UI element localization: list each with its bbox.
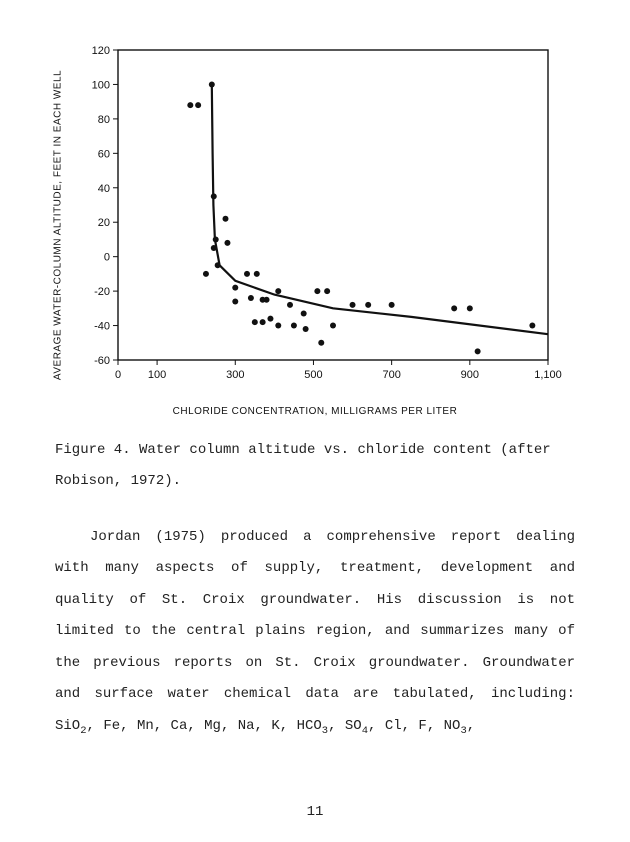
svg-text:80: 80 bbox=[97, 114, 109, 126]
y-axis-label: AVERAGE WATER-COLUMN ALTITUDE, FEET IN E… bbox=[52, 70, 63, 380]
x-axis-label: CHLORIDE CONCENTRATION, MILLIGRAMS PER L… bbox=[173, 406, 458, 417]
page-number: 11 bbox=[0, 804, 630, 820]
svg-text:100: 100 bbox=[147, 369, 165, 381]
body-paragraph: Jordan (1975) produced a comprehensive r… bbox=[55, 522, 575, 743]
svg-text:0: 0 bbox=[114, 369, 120, 381]
svg-text:0: 0 bbox=[103, 252, 109, 264]
svg-text:700: 700 bbox=[382, 369, 400, 381]
chart-svg: 0 100 300 500 700 900 1,100 -60 -40 -20 0 20 40 60 80 1… bbox=[63, 35, 568, 395]
svg-text:100: 100 bbox=[91, 79, 109, 91]
svg-text:300: 300 bbox=[226, 369, 244, 381]
figure-caption: Figure 4. Water column altitude vs. chlo… bbox=[55, 435, 575, 497]
svg-text:-60: -60 bbox=[94, 355, 110, 367]
document-page: AVERAGE WATER-COLUMN ALTITUDE, FEET IN E… bbox=[0, 0, 630, 842]
svg-text:1,100: 1,100 bbox=[534, 369, 562, 381]
svg-text:20: 20 bbox=[97, 217, 109, 229]
svg-text:-40: -40 bbox=[94, 321, 110, 333]
svg-text:-20: -20 bbox=[94, 286, 110, 298]
svg-text:40: 40 bbox=[97, 183, 109, 195]
svg-text:500: 500 bbox=[304, 369, 322, 381]
svg-text:900: 900 bbox=[460, 369, 478, 381]
svg-text:60: 60 bbox=[97, 148, 109, 160]
svg-text:120: 120 bbox=[91, 45, 109, 57]
scatter-chart: AVERAGE WATER-COLUMN ALTITUDE, FEET IN E… bbox=[63, 35, 568, 415]
